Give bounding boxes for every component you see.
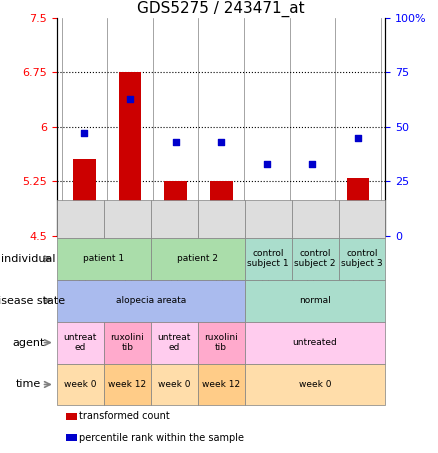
Bar <box>301 221 324 236</box>
Text: week 12: week 12 <box>108 380 146 389</box>
Text: alopecia areata: alopecia areata <box>116 296 186 305</box>
Text: control
subject 3: control subject 3 <box>341 249 383 269</box>
Text: normal: normal <box>299 296 331 305</box>
Point <box>172 139 179 146</box>
Text: week 0: week 0 <box>64 380 97 389</box>
Point <box>309 160 316 168</box>
Point <box>81 130 88 137</box>
Bar <box>73 159 96 236</box>
Text: untreated: untreated <box>293 338 337 347</box>
Point <box>263 160 270 168</box>
Text: patient 1: patient 1 <box>83 254 124 263</box>
Bar <box>255 221 278 236</box>
Text: ruxolini
tib: ruxolini tib <box>110 333 144 352</box>
Text: disease state: disease state <box>0 296 66 306</box>
Text: individual: individual <box>1 254 56 264</box>
Text: untreat
ed: untreat ed <box>158 333 191 352</box>
Text: week 0: week 0 <box>158 380 191 389</box>
Title: GDS5275 / 243471_at: GDS5275 / 243471_at <box>138 0 305 17</box>
Text: untreat
ed: untreat ed <box>64 333 97 352</box>
Text: ruxolini
tib: ruxolini tib <box>204 333 238 352</box>
Text: week 0: week 0 <box>299 380 331 389</box>
Text: transformed count: transformed count <box>79 411 170 421</box>
Bar <box>346 178 370 236</box>
Text: control
subject 2: control subject 2 <box>294 249 336 269</box>
Text: time: time <box>16 380 41 390</box>
Bar <box>119 72 141 236</box>
Text: agent: agent <box>12 337 45 347</box>
Point <box>127 95 134 102</box>
Text: control
subject 1: control subject 1 <box>247 249 289 269</box>
Text: week 12: week 12 <box>202 380 240 389</box>
Text: patient 2: patient 2 <box>177 254 218 263</box>
Bar <box>164 181 187 236</box>
Bar <box>210 181 233 236</box>
Point <box>355 134 362 141</box>
Point <box>218 139 225 146</box>
Text: percentile rank within the sample: percentile rank within the sample <box>79 433 244 443</box>
